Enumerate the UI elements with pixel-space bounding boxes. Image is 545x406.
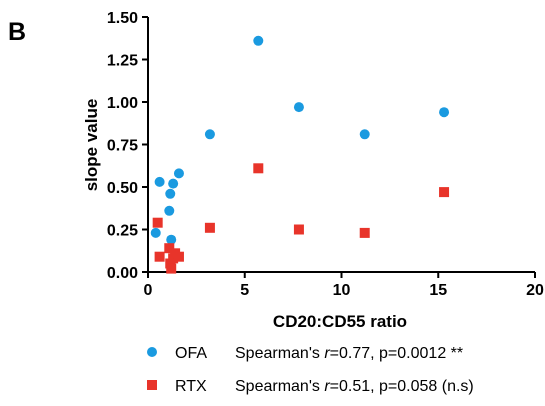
x-tick-label: 10 [333, 282, 351, 299]
panel-label: B [8, 18, 26, 46]
ofa-point [150, 227, 161, 238]
ofa-point [293, 102, 304, 113]
rtx-point [204, 222, 215, 233]
y-axis: 0.00 0.25 0.50 0.75 1.00 1.25 1.50 [107, 10, 149, 282]
data-points [150, 35, 450, 274]
ofa-point [165, 188, 176, 199]
rtx-point [253, 163, 264, 174]
y-tick-label: 0.75 [107, 138, 138, 155]
rtx-point [154, 251, 165, 262]
ofa-point [164, 205, 175, 216]
rtx-point [168, 253, 179, 264]
x-tick-label: 20 [526, 282, 544, 299]
rtx-legend-marker [147, 380, 157, 390]
rtx-point [165, 258, 176, 269]
y-tick-label: 0.50 [107, 180, 138, 197]
x-axis: 0 5 10 15 20 [144, 271, 544, 299]
plot-area: 0 5 10 15 20 0.00 0.25 0.50 0.75 1.00 1.25 1.50 [107, 10, 544, 299]
rtx-point [164, 243, 175, 254]
y-axis-title: slope value [82, 99, 101, 192]
x-axis-title: CD20:CD55 ratio [273, 312, 407, 331]
rtx-point [293, 224, 304, 235]
y-tick-label: 0.25 [107, 223, 138, 240]
ofa-point [168, 178, 179, 189]
ofa-point [253, 35, 264, 46]
ofa-point [359, 129, 370, 140]
x-tick-label: 5 [240, 282, 249, 299]
rtx-point [439, 187, 450, 198]
rtx-point [152, 217, 163, 228]
ofa-legend-stat: Spearman's r=0.77, p=0.0012 ** [235, 345, 463, 362]
ofa-point [173, 168, 184, 179]
rtx-point [359, 227, 370, 238]
rtx-point [166, 263, 177, 274]
legend: OFA Spearman's r=0.77, p=0.0012 ** RTX Spea… [147, 345, 474, 395]
x-tick-label: 15 [429, 282, 447, 299]
ofa-legend-marker [147, 347, 157, 357]
ofa-legend-name: OFA [175, 345, 207, 362]
ofa-point [166, 234, 177, 245]
ofa-point [154, 176, 165, 187]
ofa-point [204, 129, 215, 140]
y-tick-label: 1.25 [107, 53, 138, 70]
rtx-legend-stat: Spearman's r=0.51, p=0.058 (n.s) [235, 378, 474, 395]
y-tick-label: 1.50 [107, 10, 138, 27]
rtx-point [173, 251, 184, 262]
ofa-point [439, 107, 450, 118]
y-tick-label: 0.00 [107, 265, 138, 282]
y-tick-label: 1.00 [107, 95, 138, 112]
rtx-legend-name: RTX [175, 378, 207, 395]
x-tick-label: 0 [144, 282, 153, 299]
